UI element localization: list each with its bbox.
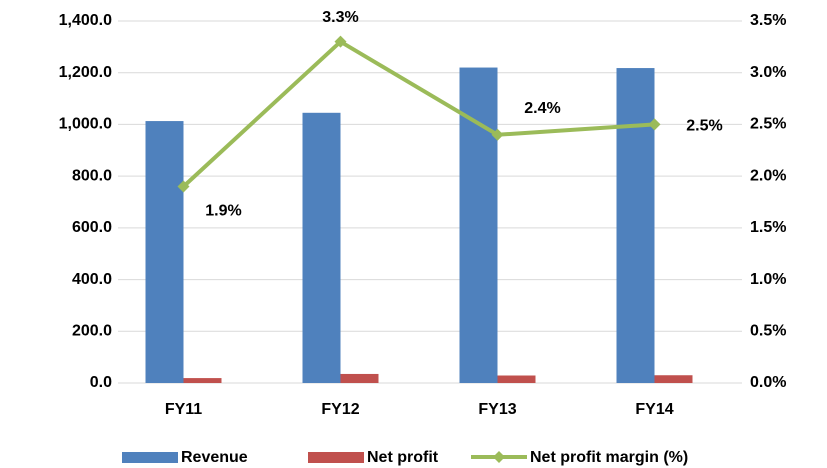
bar <box>459 67 498 384</box>
x-tick-label: FY14 <box>635 401 673 418</box>
y-tick-label: 800.0 <box>72 167 112 184</box>
bar <box>654 375 693 383</box>
legend-label: Net profit <box>367 449 439 466</box>
y2-tick-label: 1.0% <box>750 271 786 288</box>
y-tick-label: 0.0 <box>90 374 112 391</box>
bar <box>497 375 536 383</box>
marker <box>648 118 661 131</box>
y2-tick-label: 0.0% <box>750 374 786 391</box>
x-tick-label: FY13 <box>478 401 516 418</box>
y-tick-label: 600.0 <box>72 219 112 236</box>
y-tick-label: 200.0 <box>72 323 112 340</box>
bar <box>616 68 655 383</box>
y-tick-label: 1,200.0 <box>59 64 112 81</box>
line <box>182 39 655 188</box>
legend-label: Revenue <box>181 449 248 466</box>
data-label: 3.3% <box>322 9 358 26</box>
marker <box>334 35 347 48</box>
legend-swatch <box>122 452 178 463</box>
y-tick-label: 400.0 <box>72 271 112 288</box>
data-label: 1.9% <box>205 203 241 220</box>
bar <box>183 378 222 383</box>
y2-tick-label: 2.0% <box>750 167 786 184</box>
data-label: 2.5% <box>686 118 722 135</box>
legend-swatch <box>308 452 364 463</box>
legend-swatch <box>493 451 505 463</box>
bar <box>145 121 184 384</box>
legend-label: Net profit margin (%) <box>530 449 688 466</box>
y-tick-label: 1,400.0 <box>59 12 112 29</box>
y2-tick-label: 3.5% <box>750 12 786 29</box>
x-tick-label: FY12 <box>321 401 359 418</box>
marker <box>491 128 504 141</box>
x-tick-label: FY11 <box>165 401 202 418</box>
y-tick-label: 1,000.0 <box>59 116 112 133</box>
y2-tick-label: 3.0% <box>750 64 786 81</box>
bar <box>302 112 341 384</box>
y2-tick-label: 2.5% <box>750 116 786 133</box>
bar <box>340 373 379 383</box>
marker <box>177 180 190 193</box>
data-label: 2.4% <box>524 100 560 117</box>
y2-tick-label: 0.5% <box>750 323 786 340</box>
y2-tick-label: 1.5% <box>750 219 786 236</box>
